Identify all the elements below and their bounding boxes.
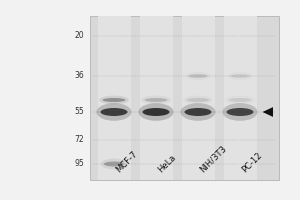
Text: 72: 72 — [74, 136, 84, 144]
Text: 20: 20 — [74, 31, 84, 40]
Ellipse shape — [181, 103, 216, 121]
Ellipse shape — [104, 162, 124, 166]
Ellipse shape — [103, 98, 125, 102]
Ellipse shape — [101, 158, 127, 170]
Ellipse shape — [229, 98, 251, 102]
Text: HeLa: HeLa — [156, 153, 178, 174]
Ellipse shape — [145, 98, 167, 102]
Bar — [224, 16, 256, 180]
Ellipse shape — [187, 98, 209, 102]
Ellipse shape — [226, 108, 254, 116]
Ellipse shape — [138, 103, 174, 121]
Ellipse shape — [184, 108, 212, 116]
Text: MCF-7: MCF-7 — [114, 149, 139, 174]
Ellipse shape — [141, 96, 171, 104]
Text: 36: 36 — [74, 72, 84, 80]
Ellipse shape — [188, 74, 208, 78]
Text: NIH/3T3: NIH/3T3 — [198, 144, 228, 174]
Bar — [98, 16, 130, 180]
Bar — [140, 16, 172, 180]
Polygon shape — [262, 107, 273, 117]
Text: PC-12: PC-12 — [240, 150, 264, 174]
Bar — [90, 16, 279, 180]
Ellipse shape — [223, 103, 257, 121]
Ellipse shape — [100, 108, 127, 116]
Bar — [182, 16, 214, 180]
Text: 55: 55 — [74, 108, 84, 116]
Ellipse shape — [97, 103, 132, 121]
Text: 95: 95 — [74, 160, 84, 168]
Ellipse shape — [99, 96, 129, 104]
Ellipse shape — [231, 74, 250, 78]
Ellipse shape — [142, 108, 170, 116]
